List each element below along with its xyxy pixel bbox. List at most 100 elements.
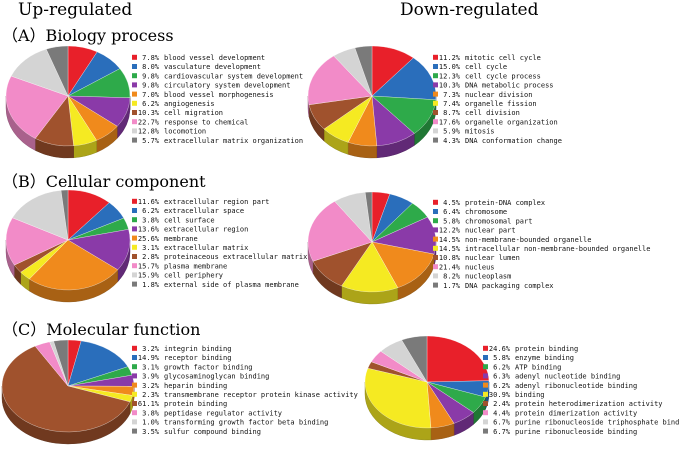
legend-swatch <box>132 235 137 241</box>
legend-swatch <box>483 345 488 351</box>
legend-swatch <box>433 236 438 242</box>
legend-label: heparin binding <box>164 382 227 390</box>
legend-label: cell migration <box>164 109 223 117</box>
legend-swatch <box>433 264 438 270</box>
legend-swatch <box>433 227 438 233</box>
legend-percent: 61.1% <box>138 400 160 408</box>
legend: 4.5% protein-DNA complex 6.4% chromosome 5.8… <box>433 199 650 290</box>
legend-swatch <box>132 198 137 204</box>
legend-percent: 25.6% <box>138 235 160 243</box>
legend-swatch <box>433 218 438 224</box>
legend-label: cell periphery <box>164 272 223 280</box>
legend-percent: 3.5% <box>142 428 160 436</box>
legend-label: sulfur compound binding <box>164 428 261 436</box>
legend-swatch <box>132 54 137 60</box>
legend-swatch <box>132 391 137 397</box>
legend-percent: 7.8% <box>142 54 160 62</box>
legend-label: glycosaminoglycan binding <box>164 373 269 381</box>
legend-percent: 5.8% <box>443 217 461 225</box>
legend-percent: 5.8% <box>493 354 511 362</box>
legend-swatch <box>433 82 438 88</box>
legend-label: enzyme binding <box>515 354 574 362</box>
legend-percent: 10.3% <box>439 82 461 90</box>
legend-swatch <box>132 419 137 425</box>
legend-label: growth factor binding <box>164 363 253 371</box>
legend-label: integrin binding <box>164 345 231 353</box>
legend-percent: 24.6% <box>489 345 511 353</box>
legend-label: purine ribonucleoside binding <box>515 428 637 436</box>
legend-swatch <box>132 91 137 97</box>
legend-percent: 3.8% <box>142 409 160 417</box>
legend-label: nuclear part <box>465 227 516 235</box>
legend-label: external side of plasma membrane <box>164 281 299 289</box>
pie-slice-cell-periphery <box>12 190 69 241</box>
legend-swatch <box>483 382 488 388</box>
legend-label: chromosomal part <box>465 217 532 225</box>
legend: 11.6% extracellular region part 6.2% extrac… <box>132 198 307 289</box>
legend-swatch <box>132 373 137 379</box>
pie-slice-membrane <box>29 239 119 291</box>
pie-slice-dna-packaging-complex <box>365 191 373 243</box>
legend-swatch <box>433 255 438 260</box>
legend-percent: 14.5% <box>439 236 461 244</box>
legend-label: ATP binding <box>515 363 561 371</box>
legend-swatch <box>433 110 438 115</box>
legend-percent: 30.9% <box>489 391 511 399</box>
legend-swatch <box>483 364 488 370</box>
legend-percent: 4.4% <box>493 409 511 417</box>
legend-percent: 21.4% <box>439 263 461 271</box>
legend-label: DNA packaging complex <box>465 282 554 290</box>
legend-percent: 14.9% <box>138 354 160 362</box>
legend-percent: 3.1% <box>142 244 160 252</box>
legend-percent: 6.3% <box>493 373 511 381</box>
legend-swatch <box>132 281 137 287</box>
pie-slice-extracellular-matrix-organization <box>46 45 69 97</box>
legend-label: blood vessel morphogenesis <box>164 91 274 99</box>
legend-percent: 6.2% <box>493 382 511 390</box>
pie-slice-nucleus <box>307 201 373 262</box>
legend-swatch <box>132 217 137 223</box>
pie-slice-external-side-of-plasma-membrane <box>60 189 69 241</box>
legend-label: adenyl nucleotide binding <box>515 373 620 381</box>
legend-swatch <box>433 128 438 134</box>
legend-swatch <box>433 137 438 143</box>
legend-swatch <box>132 428 137 434</box>
legend: 11.2% mitotic cell cycle 15.0% cell cycle 12… <box>433 54 562 145</box>
legend-percent: 6.2% <box>142 207 160 215</box>
legend-swatch <box>132 355 137 360</box>
legend-swatch <box>132 137 137 143</box>
up-regulated-header: Up-regulated <box>18 0 133 20</box>
legend-label: non-membrane-bounded organelle <box>465 236 591 244</box>
legend-percent: 14.5% <box>439 245 461 253</box>
legend-label: circulatory system development <box>164 82 290 90</box>
legend-swatch <box>132 64 137 69</box>
legend-label: transmembrane receptor protein kinase ac… <box>164 391 358 399</box>
legend-label: peptidase regulator activity <box>164 409 282 417</box>
pie-slice-dna-conformation-change <box>354 45 373 97</box>
legend-percent: 3.2% <box>142 382 160 390</box>
pie-slice-organelle-organization <box>307 55 373 105</box>
pie-slice-intracellular-non-membrane-bounded-organelle <box>341 241 399 293</box>
legend-swatch <box>132 128 137 134</box>
legend-percent: 12.8% <box>138 128 160 136</box>
legend-label: vasculature development <box>164 63 261 71</box>
legend-percent: 12.2% <box>439 227 461 235</box>
legend-swatch <box>132 110 137 115</box>
pie-slice-plasma-membrane <box>5 217 69 266</box>
legend-swatch <box>483 419 488 425</box>
legend-percent: 11.2% <box>439 54 461 62</box>
pie-slice-sulfur-compound-binding <box>53 339 69 387</box>
legend-label: cardiovascular system development <box>164 72 303 80</box>
legend-swatch <box>483 428 488 434</box>
legend-label: protein binding <box>164 400 227 408</box>
legend-label: nuclear lumen <box>465 254 520 262</box>
legend-swatch <box>132 272 137 278</box>
legend-label: protein heterodimerization activity <box>515 400 663 408</box>
legend-swatch <box>132 263 137 269</box>
legend-percent: 1.7% <box>443 282 461 290</box>
legend-swatch <box>483 355 488 360</box>
legend-swatch <box>132 244 137 250</box>
section-a-title: （A）Biology process <box>2 26 174 45</box>
legend-swatch <box>132 382 137 388</box>
legend-swatch <box>132 100 137 106</box>
